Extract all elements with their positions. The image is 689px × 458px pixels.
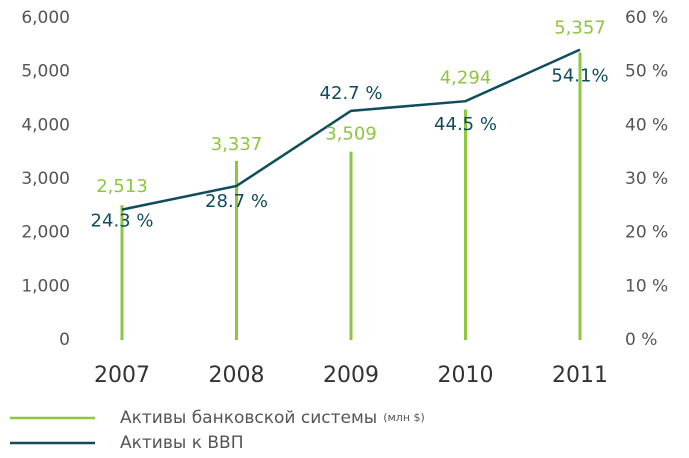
y2-tick-label: 0 %: [625, 330, 657, 350]
legend-label: Активы банковской системы (млн $): [120, 408, 425, 428]
y-tick-label: 6,000: [21, 8, 70, 28]
data-label: 44.5 %: [434, 114, 497, 135]
legend-name: Активы к ВВП: [120, 433, 243, 453]
x-tick-label: 2010: [438, 363, 494, 388]
y2-tick-label: 40 %: [625, 115, 668, 135]
y-tick-label: 2,000: [21, 223, 70, 243]
x-tick-label: 2011: [552, 363, 608, 388]
legend-unit: (млн $): [383, 411, 425, 424]
y-tick-label: 0: [59, 330, 70, 350]
x-tick-label: 2007: [94, 363, 150, 388]
y-tick-label: 4,000: [21, 115, 70, 135]
bar: [349, 151, 353, 340]
y2-tick-label: 20 %: [625, 223, 668, 243]
data-label: 3,337: [211, 134, 263, 155]
data-label: 3,509: [325, 124, 377, 145]
data-label: 24.3 %: [91, 211, 154, 232]
y-tick-label: 3,000: [21, 169, 70, 189]
data-label: 4,294: [440, 68, 492, 89]
data-label: 5,357: [554, 18, 606, 39]
y-tick-label: 5,000: [21, 62, 70, 82]
bar: [464, 109, 467, 341]
y2-tick-label: 60 %: [625, 8, 668, 28]
x-tick-label: 2009: [323, 363, 379, 388]
y-tick-label: 1,000: [21, 276, 70, 296]
legend-label: Активы к ВВП: [120, 433, 243, 453]
bar: [235, 160, 238, 340]
y2-tick-label: 30 %: [625, 169, 668, 189]
data-label: 2,513: [96, 176, 148, 197]
bar: [578, 52, 582, 341]
y2-tick-label: 10 %: [625, 276, 668, 296]
data-label: 54.1%: [551, 66, 608, 87]
data-label: 42.7 %: [320, 83, 383, 104]
line: [121, 48, 581, 211]
bar: [120, 205, 124, 340]
legend-name: Активы банковской системы: [120, 408, 377, 428]
y2-tick-label: 50 %: [625, 62, 668, 82]
data-label: 28.7 %: [205, 191, 268, 212]
x-tick-label: 2008: [209, 363, 265, 388]
